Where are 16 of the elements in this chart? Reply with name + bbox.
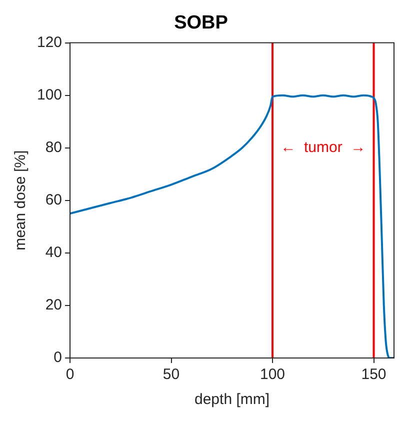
y-tick-label: 0 [54,349,62,366]
annotation: ← tumor → [280,139,366,156]
chart-title: SOBP [174,12,228,34]
x-axis-title: depth [mm] [194,391,270,408]
x-tick-label: 50 [162,366,180,384]
y-axis-title: mean dose [%] [12,150,30,250]
y-tick-label: 120 [36,34,62,51]
x-tick-label: 100 [260,366,286,384]
y-tick-label: 80 [45,139,62,156]
y-tick-label: 100 [36,86,62,104]
y-tick-label: 40 [45,244,62,262]
x-tick-label: 150 [361,366,386,384]
y-tick-label: 60 [45,192,62,209]
x-tick-label: 0 [66,366,74,384]
line-series [70,94,394,358]
y-tick-label: 20 [45,296,62,314]
